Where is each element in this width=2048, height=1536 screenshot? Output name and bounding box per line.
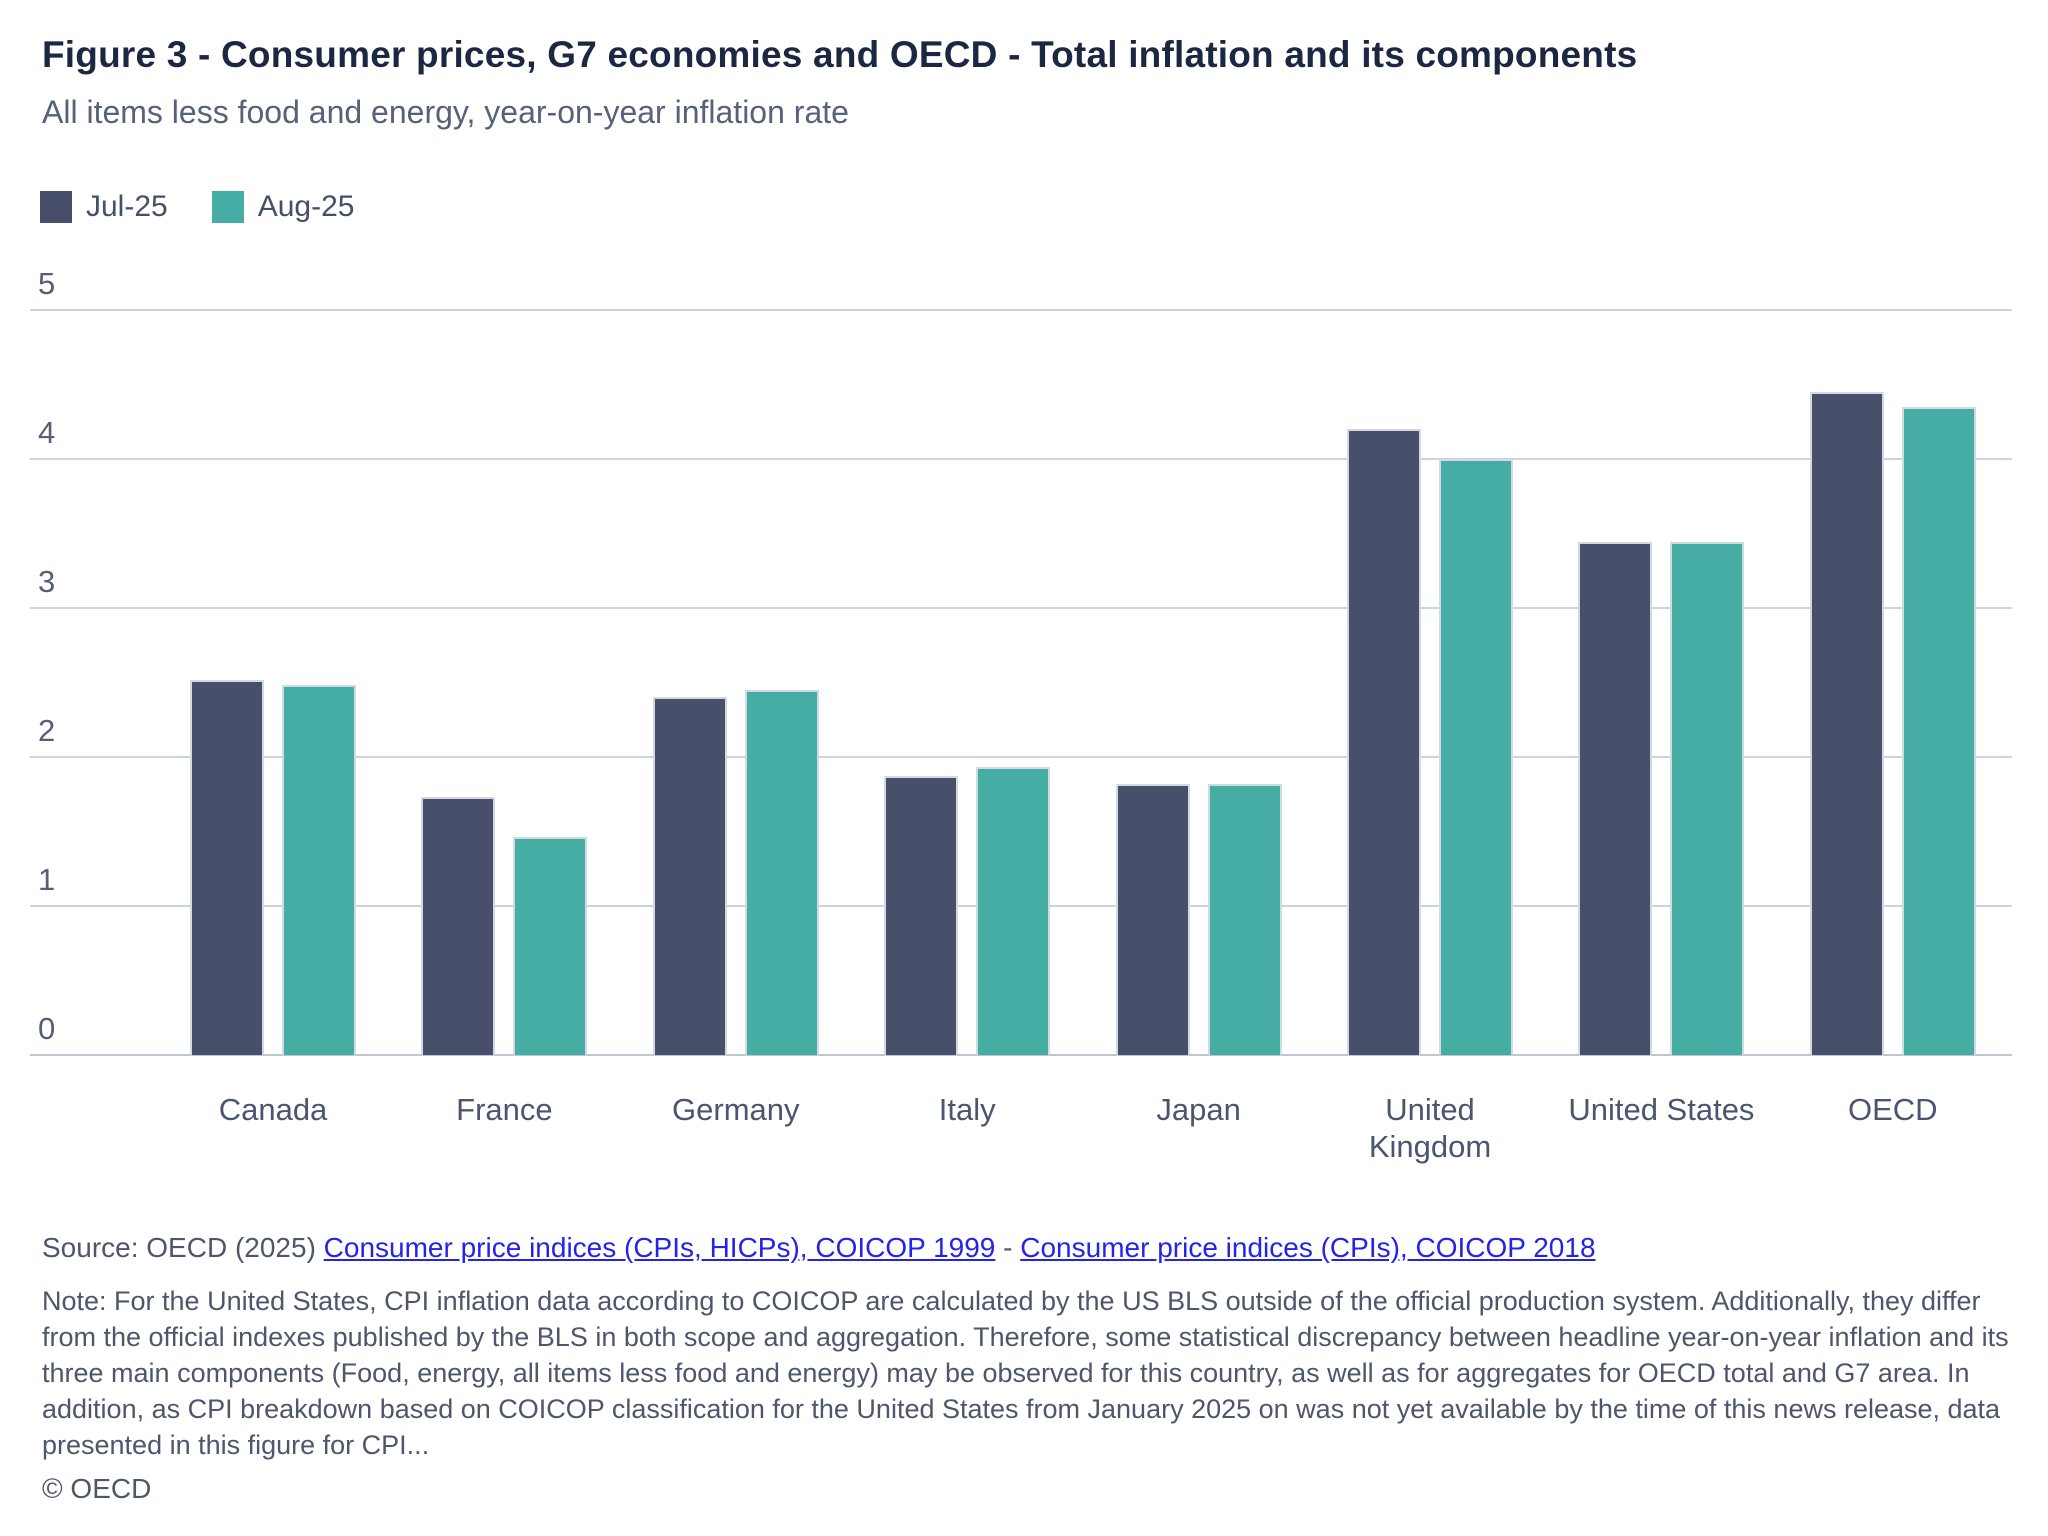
gridline-y-3 [30,607,2012,609]
x-axis-label-canada: Canada [218,1092,328,1127]
gridline-y-2 [30,756,2012,758]
footnote: Note: For the United States, CPI inflati… [42,1286,2009,1460]
legend-item-jul: Jul-25 [40,190,168,224]
x-axis-label-united-states: United States [1568,1092,1755,1127]
bar-oecd-jul-25 [1809,391,1884,1055]
legend-label-aug: Aug-25 [257,190,355,223]
gridline-y-5 [30,309,2012,311]
bar-canada-jul-25 [190,679,264,1055]
bar-united-states-jul-25 [1578,542,1653,1055]
legend-label-jul: Jul-25 [86,190,168,223]
x-axis-label-germany: Germany [672,1092,800,1127]
y-tick-label-3: 3 [38,564,56,599]
y-tick-label-0: 0 [38,1011,56,1046]
y-tick-label-1: 1 [38,862,56,897]
chart-plot: 0 1 2 3 4 5 [30,266,2012,1056]
bar-oecd-aug-25 [1901,406,1976,1055]
x-axis-label-oecd: OECD [1848,1092,1938,1127]
source-prefix: Source: OECD (2025) [42,1232,324,1263]
bar-united-kingdom-aug-25 [1439,459,1513,1055]
y-tick-label-2: 2 [38,713,56,748]
gridline-y-0 [30,1054,2012,1056]
page-title: Figure 3 - Consumer prices, G7 economies… [42,34,1638,75]
gridline-y-4 [30,458,2012,460]
x-axis-label-france: France [456,1092,553,1127]
copyright: © OECD [42,1473,152,1504]
source-link-coicop-2018[interactable]: Consumer price indices (CPIs), COICOP 20… [1020,1232,1596,1263]
bar-germany-aug-25 [744,689,819,1055]
y-tick-label-5: 5 [38,266,56,301]
bar-canada-aug-25 [282,685,356,1055]
chart-legend: Jul-25 Aug-25 [40,190,354,224]
bar-italy-jul-25 [884,776,959,1055]
bar-germany-jul-25 [652,697,727,1055]
source-line: Source: OECD (2025) Consumer price indic… [42,1232,1596,1264]
legend-swatch-jul [40,191,72,223]
x-axis-label-japan: Japan [1156,1092,1241,1127]
source-separator: - [995,1232,1021,1263]
legend-item-aug: Aug-25 [211,190,355,224]
bar-japan-jul-25 [1115,783,1190,1055]
chart-x-axis-labels: Canada France Germany Italy Japan United Kingd… [30,1091,2012,1201]
bar-italy-aug-25 [976,767,1051,1055]
legend-swatch-aug [211,191,244,223]
bar-united-states-aug-25 [1670,542,1745,1055]
bar-japan-aug-25 [1207,783,1282,1055]
page-subtitle: All items less food and energy, year-on-… [42,94,849,130]
x-axis-label-united-kingdom: United Kingdom [1368,1092,1492,1164]
bar-france-aug-25 [513,837,588,1055]
source-link-coicop-1999[interactable]: Consumer price indices (CPIs, HICPs), CO… [323,1232,996,1263]
x-axis-label-italy: Italy [938,1092,996,1127]
bar-united-kingdom-jul-25 [1347,429,1421,1055]
bar-france-jul-25 [421,797,496,1055]
y-tick-label-4: 4 [38,415,56,450]
